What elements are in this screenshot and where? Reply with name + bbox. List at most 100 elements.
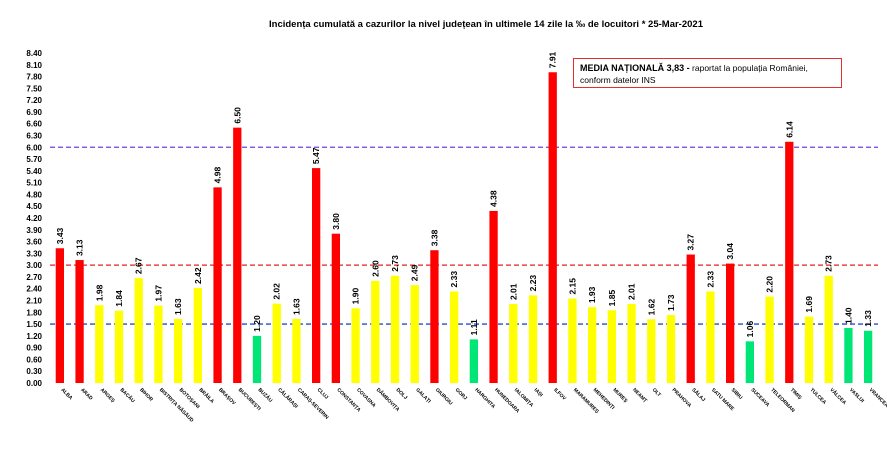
data-label: 6.50 xyxy=(232,107,242,124)
y-tick-label: 0.90 xyxy=(26,344,42,353)
bar xyxy=(489,210,498,383)
data-label: 2.60 xyxy=(370,260,380,277)
bar xyxy=(174,318,183,383)
bar xyxy=(607,310,616,383)
y-tick-label: 7.20 xyxy=(26,96,42,105)
chart-title: Incidența cumulată a cazurilor la nivel … xyxy=(269,19,704,30)
bar xyxy=(312,168,321,383)
bar xyxy=(647,319,656,383)
x-tick-label: ILFOV xyxy=(552,387,567,402)
bar xyxy=(193,287,202,383)
y-tick-label: 7.80 xyxy=(26,73,42,82)
y-tick-label: 2.40 xyxy=(26,285,42,294)
data-label: 1.20 xyxy=(252,315,262,332)
data-label: 3.38 xyxy=(429,229,439,246)
y-tick-label: 0.00 xyxy=(26,379,42,388)
bar xyxy=(745,341,754,383)
data-label: 2.23 xyxy=(528,275,538,292)
y-tick-label: 6.60 xyxy=(26,120,42,129)
x-tick-label: IAȘI xyxy=(533,387,545,399)
x-tick-label: GALAȚI xyxy=(414,387,432,405)
data-label: 1.33 xyxy=(863,310,873,327)
data-label: 1.63 xyxy=(291,298,301,315)
x-tick-label: TULCEA xyxy=(809,387,828,406)
y-tick-label: 4.50 xyxy=(26,202,42,211)
x-tick-label: DOLJ xyxy=(395,387,409,401)
data-label: 1.97 xyxy=(153,285,163,302)
bar xyxy=(588,307,597,383)
bar xyxy=(292,318,301,383)
x-axis: ALBA ARAD ARGEȘ BACĂU BIHOR BISTRIȚA NĂSĂUDBO… xyxy=(59,386,887,424)
data-label: 3.43 xyxy=(55,227,65,244)
bar xyxy=(390,275,400,383)
x-tick-label: SIBIU xyxy=(730,387,744,401)
y-tick-label: 1.50 xyxy=(26,320,42,329)
bar xyxy=(706,291,715,383)
bar xyxy=(548,72,557,383)
x-tick-label: BACĂU xyxy=(119,386,137,404)
national-average-annotation: MEDIA NAȚIONALĂ 3,83 - raportat la popul… xyxy=(573,58,842,88)
data-label: 1.85 xyxy=(607,290,617,307)
bar xyxy=(824,275,833,383)
bar xyxy=(765,296,774,383)
bars xyxy=(55,72,873,384)
x-tick-label: BIHOR xyxy=(138,387,154,403)
y-tick-label: 3.90 xyxy=(26,226,42,235)
x-tick-label: ARAD xyxy=(79,387,94,402)
bar xyxy=(509,304,518,383)
y-tick-label: 7.50 xyxy=(26,84,42,93)
y-tick-label: 6.90 xyxy=(26,108,42,117)
bar xyxy=(804,316,814,383)
x-tick-label: VASLUI xyxy=(848,387,865,404)
x-tick-label: OLT xyxy=(651,387,662,398)
data-label: 3.80 xyxy=(331,213,341,230)
data-label: 6.14 xyxy=(784,121,794,138)
data-label: 2.73 xyxy=(390,255,400,272)
data-label: 1.40 xyxy=(843,307,853,324)
x-tick-label: SUCEAVA xyxy=(749,387,770,408)
bar xyxy=(785,141,794,383)
bar xyxy=(469,339,478,383)
data-label: 2.20 xyxy=(765,276,775,293)
y-tick-label: 3.00 xyxy=(26,261,42,270)
data-label: 2.33 xyxy=(449,271,459,288)
y-tick-label: 8.10 xyxy=(26,61,42,70)
x-tick-label: BRAȘOV xyxy=(217,387,237,407)
data-label: 1.62 xyxy=(646,299,656,316)
y-axis: 0.00 0.30 0.60 0.90 1.20 1.50 1.80 2.10 2.40 2.70… xyxy=(26,49,42,388)
data-label: 1.06 xyxy=(745,321,755,338)
x-tick-label: ALBA xyxy=(59,387,73,401)
data-label: 2.42 xyxy=(193,267,203,284)
annotation-line2: conform datelor INS xyxy=(580,75,656,85)
bar xyxy=(528,295,538,383)
bar xyxy=(233,127,242,384)
y-tick-label: 5.40 xyxy=(26,167,42,176)
y-tick-label: 2.10 xyxy=(26,297,42,306)
bar xyxy=(666,315,676,383)
data-label: 2.02 xyxy=(272,283,282,300)
y-tick-label: 0.30 xyxy=(26,367,42,376)
bar xyxy=(844,328,853,383)
bar xyxy=(726,263,735,383)
data-label: 1.73 xyxy=(666,294,676,311)
data-label: 2.33 xyxy=(705,271,715,288)
data-label: 2.49 xyxy=(410,264,420,281)
x-tick-label: VÂLCEA xyxy=(828,386,848,406)
x-tick-label: GORJ xyxy=(454,387,468,401)
bar xyxy=(686,254,695,383)
data-label: 3.13 xyxy=(75,239,85,256)
y-tick-label: 6.00 xyxy=(26,143,42,152)
x-tick-label: GIURGIU xyxy=(434,387,454,407)
data-label: 3.27 xyxy=(686,234,696,251)
y-tick-label: 4.20 xyxy=(26,214,42,223)
data-label: 2.01 xyxy=(508,283,518,300)
data-label: 1.69 xyxy=(804,296,814,313)
bar xyxy=(450,291,459,383)
bar xyxy=(154,305,163,383)
bar xyxy=(864,330,873,383)
y-tick-label: 0.60 xyxy=(26,355,42,364)
bar xyxy=(213,187,222,383)
x-tick-label: SĂLAJ xyxy=(690,386,707,403)
bar xyxy=(351,308,360,383)
bar xyxy=(55,248,64,383)
